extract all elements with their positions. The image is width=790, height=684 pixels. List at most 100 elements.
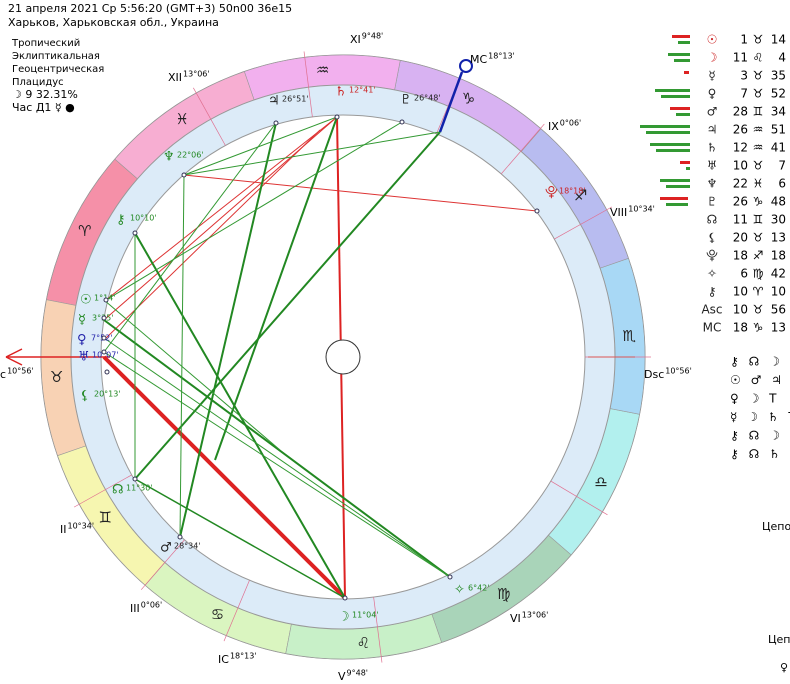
- planet-glyph: ♇: [400, 93, 412, 108]
- planet-point: [101, 349, 107, 355]
- position-sign: ♒: [753, 141, 764, 155]
- position-degree: 10: [733, 285, 748, 299]
- planet-degree: 6°42': [468, 584, 489, 593]
- planet-glyph: ♅: [78, 350, 90, 365]
- planet-point: [534, 208, 540, 214]
- house-degree: 9°48': [347, 669, 368, 678]
- position-degree: 26: [733, 123, 748, 137]
- note: Цеп: [768, 633, 790, 646]
- house-cusp: [140, 539, 185, 590]
- strength-bar: [666, 185, 690, 188]
- position-sign: ♒: [753, 123, 764, 137]
- strength-bar: [674, 59, 690, 62]
- aspect-row: ☿ ☽ ♄ Т: [730, 410, 790, 424]
- position-degree: 12: [733, 141, 748, 155]
- sign-glyph: ♐: [574, 187, 587, 205]
- house-numeral: IC: [218, 653, 229, 666]
- planet-degree: 26°48': [414, 94, 441, 103]
- planet-degree: 26°51': [282, 95, 309, 104]
- sign-glyph: ♎: [594, 473, 607, 491]
- planet-point: [334, 114, 340, 120]
- house-numeral: V: [338, 670, 346, 683]
- position-degree: 22: [733, 177, 748, 191]
- position-sign: ♑: [753, 321, 764, 335]
- planet-glyph: ☽: [338, 610, 350, 625]
- position-planet: ♃: [707, 123, 718, 137]
- position-planet: ✧: [707, 267, 717, 281]
- position-planet: ♄: [707, 141, 718, 155]
- position-minute: 34: [771, 105, 786, 119]
- strength-bar: [678, 41, 690, 44]
- info-line: Эклиптикальная: [12, 51, 100, 62]
- position-degree: 11: [733, 51, 748, 65]
- planet-degree: 22°06': [177, 151, 204, 160]
- sign-glyph: ♒: [316, 61, 329, 79]
- sign-glyph: ♌: [357, 634, 370, 652]
- house-cusp: [373, 597, 383, 663]
- position-planet: ♇: [707, 195, 718, 209]
- house-degree: 10°34': [68, 522, 95, 531]
- planet-hour: Час Д1 ☿ ●: [12, 101, 75, 114]
- house-degree: 10°56': [7, 367, 34, 376]
- house-numeral: Dsc: [644, 368, 664, 381]
- strength-bar: [656, 149, 690, 152]
- planet-point: [103, 297, 109, 303]
- position-minute: 6: [778, 177, 786, 191]
- position-sign: ♐: [753, 249, 764, 263]
- position-minute: 42: [771, 267, 786, 281]
- house-cusp: [500, 123, 545, 175]
- position-minute: 13: [771, 321, 786, 335]
- strength-bar: [655, 89, 690, 92]
- position-planet: ☉: [707, 33, 718, 47]
- strength-bar: [668, 53, 690, 56]
- position-sign: ♈: [753, 285, 764, 299]
- position-planet: MC: [703, 321, 722, 335]
- house-cusp: [303, 51, 313, 117]
- planet-point: [101, 315, 107, 321]
- info-line: Плацидус: [12, 77, 64, 88]
- planet-point: [101, 335, 107, 341]
- position-degree: 1: [740, 33, 748, 47]
- position-sign: ♉: [753, 303, 764, 317]
- planet-point: [177, 534, 183, 540]
- strength-bar: [650, 143, 690, 146]
- planet-point: [132, 230, 138, 236]
- sign-glyph: ♏: [623, 327, 637, 345]
- planet-point: [447, 574, 453, 580]
- strength-bar: [672, 35, 690, 38]
- planet-glyph: ♀: [77, 333, 87, 348]
- position-planet: ♂: [707, 105, 718, 119]
- planet-point: [399, 119, 405, 125]
- position-planet: ☿: [708, 69, 715, 83]
- planet-glyph: ⯓: [545, 186, 558, 201]
- house-cusp: [554, 206, 613, 240]
- position-minute: 18: [771, 249, 786, 263]
- position-degree: 10: [733, 303, 748, 317]
- strength-bar: [676, 113, 690, 116]
- aspect-row: ⚷ ☊ ☽ Е: [730, 429, 790, 443]
- position-sign: ♍: [753, 267, 764, 281]
- house-numeral: c: [0, 368, 6, 381]
- strength-bar: [680, 161, 690, 164]
- position-planet: Asc: [701, 303, 722, 317]
- planet-glyph: ♃: [268, 94, 280, 109]
- aspect-row: ⚷ ☊ ♄ Е: [730, 447, 790, 461]
- sign-glyph: ♈: [78, 222, 91, 240]
- house-cusp: [73, 474, 132, 508]
- aspect-row: ⚷ ☊ ☽ ♄: [730, 355, 790, 369]
- strength-bar: [684, 71, 689, 74]
- sign-glyph: ♍: [497, 585, 510, 603]
- position-planet: ♆: [707, 177, 718, 191]
- position-minute: 13: [771, 231, 786, 245]
- planet-degree: 11°30': [126, 484, 153, 493]
- position-minute: 52: [771, 87, 786, 101]
- planet-glyph: ☉: [80, 293, 92, 308]
- note: Цепо: [762, 520, 790, 533]
- position-planet: ⚸: [708, 231, 717, 245]
- position-degree: 3: [740, 69, 748, 83]
- planet-glyph: ⚸: [80, 389, 90, 404]
- position-minute: 4: [778, 51, 786, 65]
- strength-bar: [686, 167, 690, 170]
- house-numeral: VIII: [610, 206, 627, 219]
- planet-point: [273, 120, 279, 126]
